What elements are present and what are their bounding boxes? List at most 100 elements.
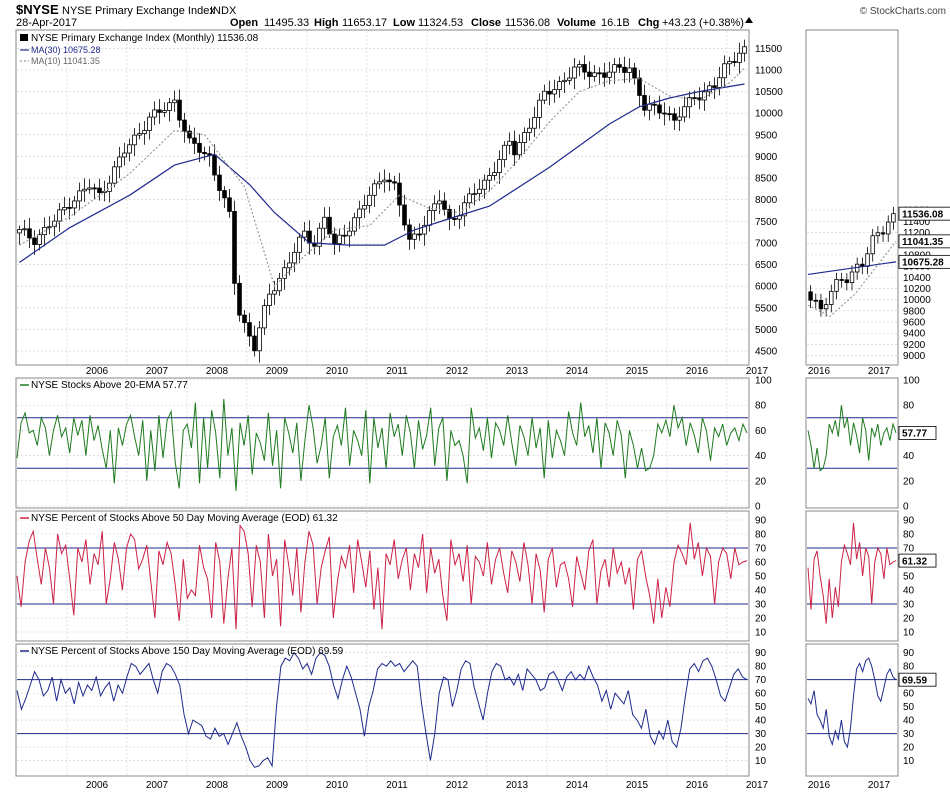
x-axis-year-bottom: 2010 (326, 780, 349, 791)
price-candle (547, 80, 552, 106)
price-candle-body (17, 229, 22, 234)
price-candle (287, 252, 292, 276)
price-candle (87, 179, 92, 194)
weekly-ma10-line (807, 240, 897, 318)
price-title: NYSE Primary Exchange Index (Monthly) 11… (31, 33, 259, 44)
price-axis-tick: 5500 (755, 303, 778, 314)
low-label: Low (393, 17, 415, 29)
weekly-price-candle (865, 247, 870, 275)
price-candle (387, 172, 392, 192)
x-axis-year-top: 2013 (506, 366, 529, 377)
pct50-weekly-axis-tick: 20 (903, 614, 915, 625)
price-candle-body (462, 202, 467, 217)
price-candle-body (442, 200, 447, 210)
ema20-weekly-axis-tick: 0 (903, 502, 909, 513)
weekly-price-axis-tick: 11200 (903, 228, 931, 239)
price-candle (632, 62, 637, 85)
pct50-last-value-box (898, 553, 937, 568)
weekly-price-candle (860, 257, 865, 275)
price-candle (142, 121, 147, 145)
price-candle (232, 200, 237, 296)
price-candle-body (632, 67, 637, 79)
price-candle (392, 175, 397, 191)
price-candle-body (117, 156, 122, 168)
price-candle-body (72, 200, 77, 209)
price-candle-body (567, 77, 572, 81)
price-candle-body (682, 106, 687, 118)
price-candle-body (557, 81, 562, 91)
price-candle-body (542, 90, 547, 101)
weekly-pct50-panel (805, 510, 899, 642)
price-candle-body (727, 61, 732, 65)
price-candle (112, 161, 117, 188)
price-candle-body (57, 209, 62, 222)
weekly-price-axis-tick: 9800 (903, 306, 926, 317)
price-candle (662, 102, 667, 126)
price-candle (487, 167, 492, 191)
weekly-price-candle (849, 265, 855, 291)
ema20-axis-tick: 60 (755, 426, 767, 437)
price-candle-body (627, 67, 632, 73)
price-candle (292, 243, 297, 273)
price-candle-body (382, 179, 387, 183)
ema20-weekly-axis-tick: 20 (903, 476, 915, 487)
price-candle-body (372, 183, 377, 196)
weekly-price-axis-tick: 9000 (903, 351, 926, 362)
close-label: Close (471, 17, 501, 29)
price-candle-body (662, 112, 667, 115)
ema20-axis-tick: 80 (755, 401, 767, 412)
price-candle-body (157, 109, 162, 113)
pct150-axis-tick: 70 (755, 675, 767, 686)
x-axis-year-bottom: 2013 (506, 780, 529, 791)
price-candle (717, 66, 722, 96)
price-candle (352, 212, 357, 236)
price-candle-body (402, 204, 407, 226)
volume-label: Volume (557, 17, 596, 29)
close-value: 11536.08 (505, 17, 550, 29)
pct150-weekly-axis-tick: 80 (903, 662, 915, 673)
price-candle-body (527, 127, 532, 133)
ema20-line (16, 398, 748, 491)
price-candle-body (642, 95, 647, 111)
price-candle-body (737, 52, 742, 63)
price-candle-body (647, 103, 652, 111)
ema20-last-value-box (898, 426, 937, 440)
price-candle-body (77, 190, 82, 202)
price-candle (122, 142, 127, 166)
price-candle (97, 178, 102, 201)
price-candle-body (87, 187, 92, 190)
price-candle (672, 107, 677, 131)
price-candle (57, 202, 62, 232)
price-candle (327, 206, 332, 239)
price-candle (422, 215, 427, 246)
price-candle (362, 194, 367, 219)
weekly-ma10-label: 11041.35 (902, 237, 944, 248)
price-candle (247, 312, 252, 347)
pct50-axis-tick: 30 (755, 600, 767, 611)
price-candle (197, 133, 202, 163)
x-axis-year-bottom: 2009 (266, 780, 289, 791)
ema20-weekly-axis-tick: 100 (903, 376, 920, 387)
price-candle (707, 81, 712, 97)
weekly-candle-body (823, 304, 829, 310)
price-candle (257, 321, 262, 363)
pct50-weekly-axis-tick: 40 (903, 586, 915, 597)
price-axis-tick: 6500 (755, 260, 778, 271)
ema20-weekly-axis-tick: 40 (903, 451, 915, 462)
price-candle-body (717, 77, 722, 88)
ema20-axis-tick: 0 (755, 502, 761, 513)
pct150-weekly-axis-tick: 30 (903, 729, 915, 740)
price-candle-body (392, 181, 397, 184)
x-axis-year-bottom: 2016 (686, 780, 709, 791)
price-candle-body (162, 110, 167, 113)
price-candle-body (262, 305, 267, 329)
x-axis-year-top: 2012 (446, 366, 469, 377)
weekly-price-axis-tick: 11400 (903, 217, 931, 228)
weekly-candle-body (886, 221, 891, 235)
price-candle (312, 235, 317, 255)
weekly-candle-body (829, 290, 834, 305)
weekly-price-candle (891, 206, 896, 230)
pct150-weekly-axis-tick: 10 (903, 756, 915, 767)
price-candle (677, 106, 682, 131)
ema20-axis-tick: 40 (755, 451, 767, 462)
